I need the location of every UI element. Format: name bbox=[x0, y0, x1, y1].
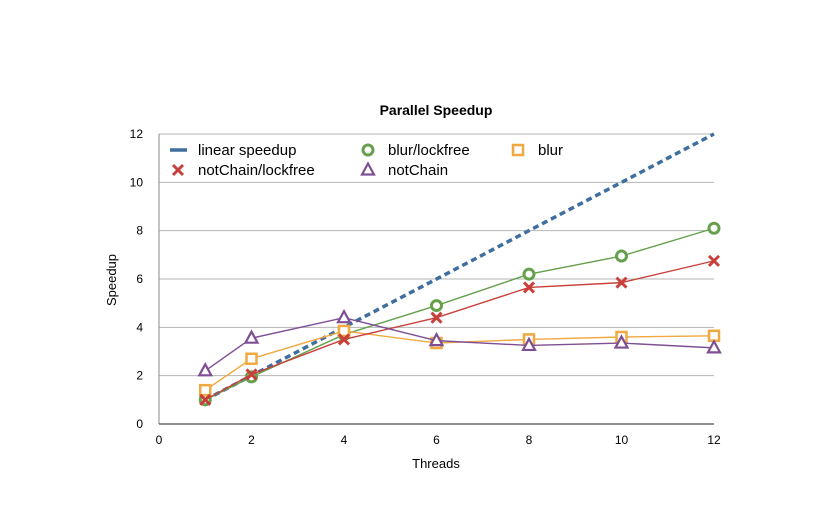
series-line bbox=[204, 227, 715, 401]
x-marker-stroke bbox=[171, 163, 185, 177]
y-axis-label: Speedup bbox=[104, 254, 119, 306]
series-notchain bbox=[197, 308, 722, 377]
series-blur-lockfree bbox=[198, 221, 721, 407]
x-axis-label: Threads bbox=[412, 456, 460, 471]
y-tick-label: 6 bbox=[136, 272, 143, 286]
x-marker-stroke bbox=[522, 281, 536, 294]
axes: 0 2 4 6 8 10 12 0 2 4 6 8 10 12 bbox=[130, 127, 721, 447]
y-tick-label: 0 bbox=[136, 417, 143, 431]
x-tick-label: 10 bbox=[615, 433, 629, 447]
y-tick-label: 8 bbox=[136, 224, 143, 238]
legend-label: notChain bbox=[388, 162, 448, 179]
data-point bbox=[430, 311, 443, 324]
y-tick-label: 2 bbox=[136, 369, 143, 383]
data-point bbox=[615, 249, 628, 263]
legend-item: blur bbox=[511, 142, 563, 159]
data-point bbox=[615, 276, 628, 289]
x-marker-stroke bbox=[245, 368, 258, 381]
x-marker-stroke bbox=[430, 311, 443, 324]
series-linear-speedup bbox=[204, 132, 715, 402]
data-point bbox=[199, 383, 212, 397]
legend-item: notChain/lockfree bbox=[171, 162, 315, 179]
data-point bbox=[337, 324, 351, 338]
x-tick-label: 6 bbox=[433, 433, 440, 447]
x-marker-stroke bbox=[615, 276, 628, 289]
legend-swatch bbox=[511, 143, 525, 157]
chart-title: Parallel Speedup bbox=[380, 102, 493, 118]
series-notchain-lockfree bbox=[199, 254, 721, 406]
data-point bbox=[430, 299, 443, 313]
data-point bbox=[197, 362, 214, 377]
data-point bbox=[522, 281, 536, 294]
x-tick-label: 4 bbox=[341, 433, 348, 447]
series-line bbox=[204, 132, 715, 402]
data-point bbox=[706, 339, 722, 354]
x-tick-label: 8 bbox=[526, 433, 533, 447]
legend: linear speedup blur/lockfree blur notChain/… bbox=[170, 142, 563, 179]
legend-label: blur/lockfree bbox=[388, 142, 470, 159]
data-point bbox=[336, 308, 352, 324]
data-point bbox=[337, 333, 351, 346]
x-tick-label: 0 bbox=[156, 433, 163, 447]
legend-label: notChain/lockfree bbox=[198, 162, 315, 179]
y-tick-label: 4 bbox=[136, 320, 143, 334]
data-point bbox=[245, 368, 258, 381]
y-tick-label: 12 bbox=[130, 127, 144, 141]
data-point bbox=[428, 331, 445, 347]
legend-swatch bbox=[361, 143, 375, 157]
data-point bbox=[243, 329, 260, 344]
series-line bbox=[204, 260, 715, 401]
legend-swatch bbox=[171, 163, 185, 177]
data-point bbox=[707, 254, 721, 267]
data-point bbox=[521, 336, 537, 352]
x-marker-stroke bbox=[707, 254, 721, 267]
data-point bbox=[707, 221, 721, 235]
series-group bbox=[197, 132, 722, 407]
y-tick-label: 10 bbox=[130, 175, 144, 189]
data-point bbox=[522, 267, 536, 281]
data-point bbox=[199, 393, 212, 406]
legend-label: blur bbox=[538, 142, 563, 159]
x-tick-label: 12 bbox=[707, 433, 721, 447]
legend-item: notChain bbox=[360, 161, 448, 179]
legend-label: linear speedup bbox=[198, 142, 296, 159]
x-marker-stroke bbox=[199, 393, 212, 406]
legend-item: blur/lockfree bbox=[361, 142, 470, 159]
legend-swatch bbox=[360, 161, 376, 176]
data-point bbox=[245, 352, 258, 365]
legend-item: linear speedup bbox=[170, 142, 296, 159]
x-tick-label: 2 bbox=[248, 433, 255, 447]
data-point bbox=[613, 334, 630, 349]
x-marker-stroke bbox=[337, 333, 351, 346]
